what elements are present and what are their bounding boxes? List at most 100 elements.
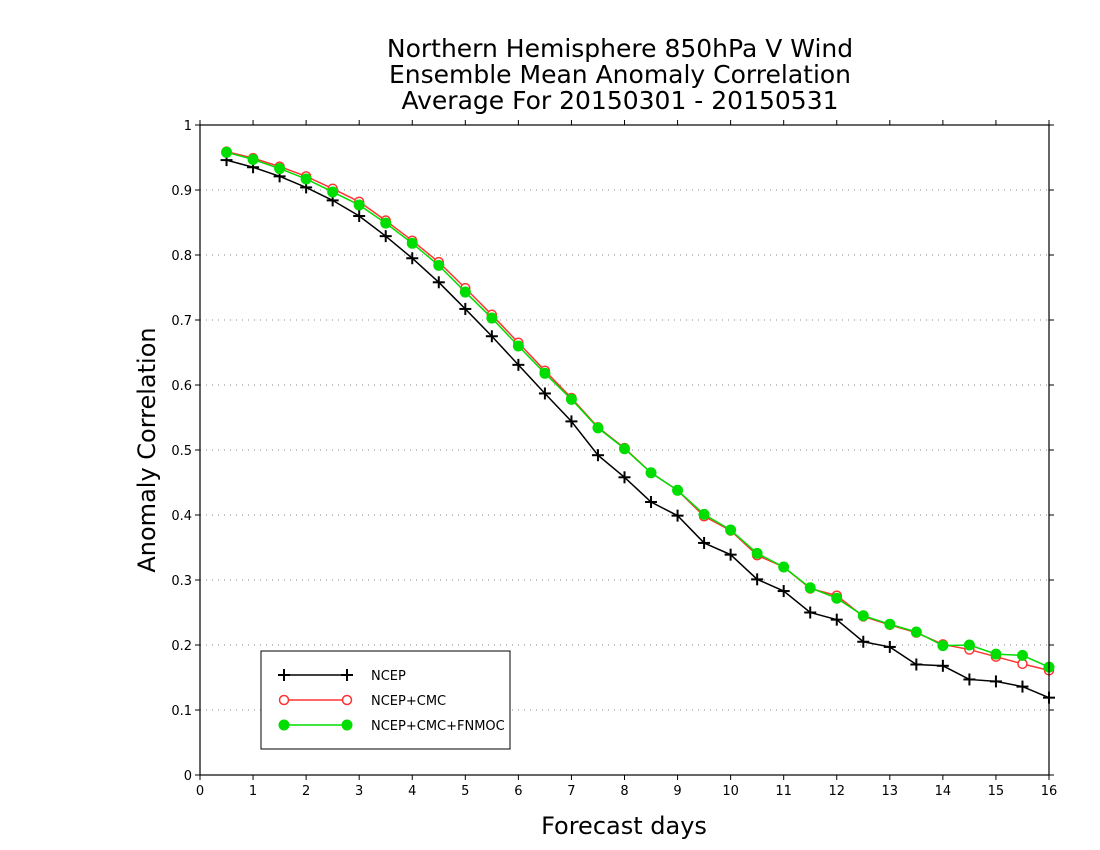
data-point-ncep-cmc-fnmoc [592, 422, 604, 434]
data-point-ncep [698, 536, 711, 549]
data-point-ncep [804, 606, 817, 619]
x-tick-label: 15 [988, 784, 1005, 799]
x-tick-label: 2 [302, 784, 310, 799]
y-tick-label: 0.6 [171, 379, 192, 394]
data-point-ncep-cmc-fnmoc [459, 286, 471, 298]
x-tick-label: 13 [882, 784, 899, 799]
legend-item-ncep-cmc: NCEP+CMC [278, 694, 446, 709]
y-tick-label: 0.3 [171, 574, 192, 589]
y-tick-label: 1 [184, 119, 192, 134]
data-point-ncep [538, 387, 551, 400]
series-ncep [220, 154, 1055, 704]
data-point-ncep-cmc-fnmoc [884, 618, 896, 630]
y-tick-label: 0.8 [171, 249, 192, 264]
data-point-ncep [645, 496, 658, 508]
x-tick-label: 7 [567, 784, 575, 799]
data-point-ncep-cmc-fnmoc [990, 648, 1002, 660]
data-point-ncep [989, 675, 1002, 688]
x-tick-label: 9 [673, 784, 681, 799]
data-point-ncep [618, 471, 631, 484]
x-tick-label: 3 [355, 784, 363, 799]
legend-label: NCEP [371, 669, 406, 684]
legend-item-ncep-cmc-fnmoc: NCEP+CMC+FNMOC [278, 719, 505, 734]
data-point-ncep-cmc-fnmoc [274, 163, 286, 175]
data-point-ncep-cmc-fnmoc [963, 639, 975, 651]
data-point-ncep [485, 330, 498, 343]
chart-title: Northern Hemisphere 850hPa V Wind Ensemb… [300, 36, 940, 114]
x-tick-label: 5 [461, 784, 469, 799]
legend-marker [341, 669, 353, 681]
y-tick-label: 0.2 [171, 639, 192, 654]
data-point-ncep [751, 573, 764, 586]
x-axis-label: Forecast days [541, 812, 707, 840]
x-tick-label: 16 [1041, 784, 1058, 799]
x-tick-label: 6 [514, 784, 522, 799]
legend-item-ncep: NCEP [278, 669, 406, 684]
data-point-ncep-cmc-fnmoc [486, 312, 498, 324]
legend-marker [341, 719, 353, 731]
series-line-ncep-cmc-fnmoc [226, 151, 1050, 668]
data-point-ncep [459, 302, 472, 315]
x-tick-label: 14 [935, 784, 952, 799]
data-point-ncep [379, 230, 392, 243]
title-line-3: Average For 20150301 - 20150531 [401, 86, 839, 115]
series-line-ncep-cmc [226, 150, 1050, 672]
data-point-ncep-cmc-fnmoc [353, 199, 365, 211]
data-point-ncep-cmc-fnmoc [725, 524, 737, 536]
data-point-ncep [1016, 680, 1029, 693]
data-point-ncep [671, 509, 684, 522]
y-tick-label: 0 [184, 769, 192, 784]
data-point-ncep [883, 640, 896, 653]
data-point-ncep-cmc-fnmoc [672, 484, 684, 496]
data-point-ncep-cmc-fnmoc [300, 173, 312, 185]
y-tick-label: 0.1 [171, 704, 192, 719]
data-point-ncep-cmc-fnmoc [857, 610, 869, 622]
y-axis-label: Anomaly Correlation [133, 327, 161, 572]
legend: NCEP NCEP+CMC NCEP+CMC+FNMOC [260, 650, 511, 750]
title-line-1: Northern Hemisphere 850hPa V Wind [386, 34, 854, 63]
axis-ticks: 00.10.20.30.40.50.60.70.80.910 1 2 3 4 5 6 7 8 9 1… [171, 119, 1057, 799]
data-point-ncep-cmc-fnmoc [751, 547, 763, 559]
data-point-ncep [565, 415, 578, 428]
legend-marker [341, 694, 353, 706]
data-point-ncep [857, 635, 870, 648]
data-point-ncep [591, 449, 604, 462]
data-point-ncep [830, 613, 843, 626]
data-point-ncep-cmc-fnmoc [645, 467, 657, 479]
x-tick-label: 0 [196, 784, 204, 799]
data-point-ncep [724, 548, 737, 561]
data-point-ncep [777, 585, 790, 598]
data-point-ncep-cmc-fnmoc [804, 582, 816, 594]
legend-marker [278, 669, 290, 681]
data-point-ncep [432, 276, 445, 289]
x-tick-label: 4 [408, 784, 416, 799]
x-tick-label: 11 [775, 784, 792, 799]
data-point-ncep [406, 252, 419, 265]
data-point-ncep-cmc-fnmoc [1016, 649, 1028, 661]
y-tick-label: 0.9 [171, 184, 192, 199]
data-point-ncep-cmc-fnmoc [698, 508, 710, 520]
data-point-ncep-cmc-fnmoc [778, 561, 790, 573]
data-point-ncep-cmc-fnmoc [910, 626, 922, 638]
x-tick-label: 10 [722, 784, 739, 799]
data-point-ncep-cmc-fnmoc [247, 153, 259, 165]
data-point-ncep-cmc-fnmoc [831, 592, 843, 604]
data-point-ncep-cmc-fnmoc [512, 340, 524, 352]
data-point-ncep-cmc-fnmoc [406, 237, 418, 249]
title-line-2: Ensemble Mean Anomaly Correlation [388, 60, 852, 89]
legend-items: NCEP NCEP+CMC NCEP+CMC+FNMOC [278, 669, 505, 734]
data-point-ncep-cmc-fnmoc [539, 367, 551, 379]
data-point-ncep-cmc-fnmoc [327, 186, 339, 198]
data-point-ncep-cmc-fnmoc [565, 393, 577, 405]
legend-marker [278, 719, 290, 731]
x-tick-label: 8 [620, 784, 628, 799]
data-point-ncep [512, 358, 525, 371]
series-layer [220, 146, 1055, 704]
legend-marker [278, 694, 290, 706]
data-point-ncep-cmc-fnmoc [380, 217, 392, 229]
legend-label: NCEP+CMC+FNMOC [371, 719, 505, 734]
data-point-ncep-cmc-fnmoc [433, 259, 445, 271]
y-tick-label: 0.7 [171, 314, 192, 329]
data-point-ncep-cmc-fnmoc [937, 640, 949, 652]
